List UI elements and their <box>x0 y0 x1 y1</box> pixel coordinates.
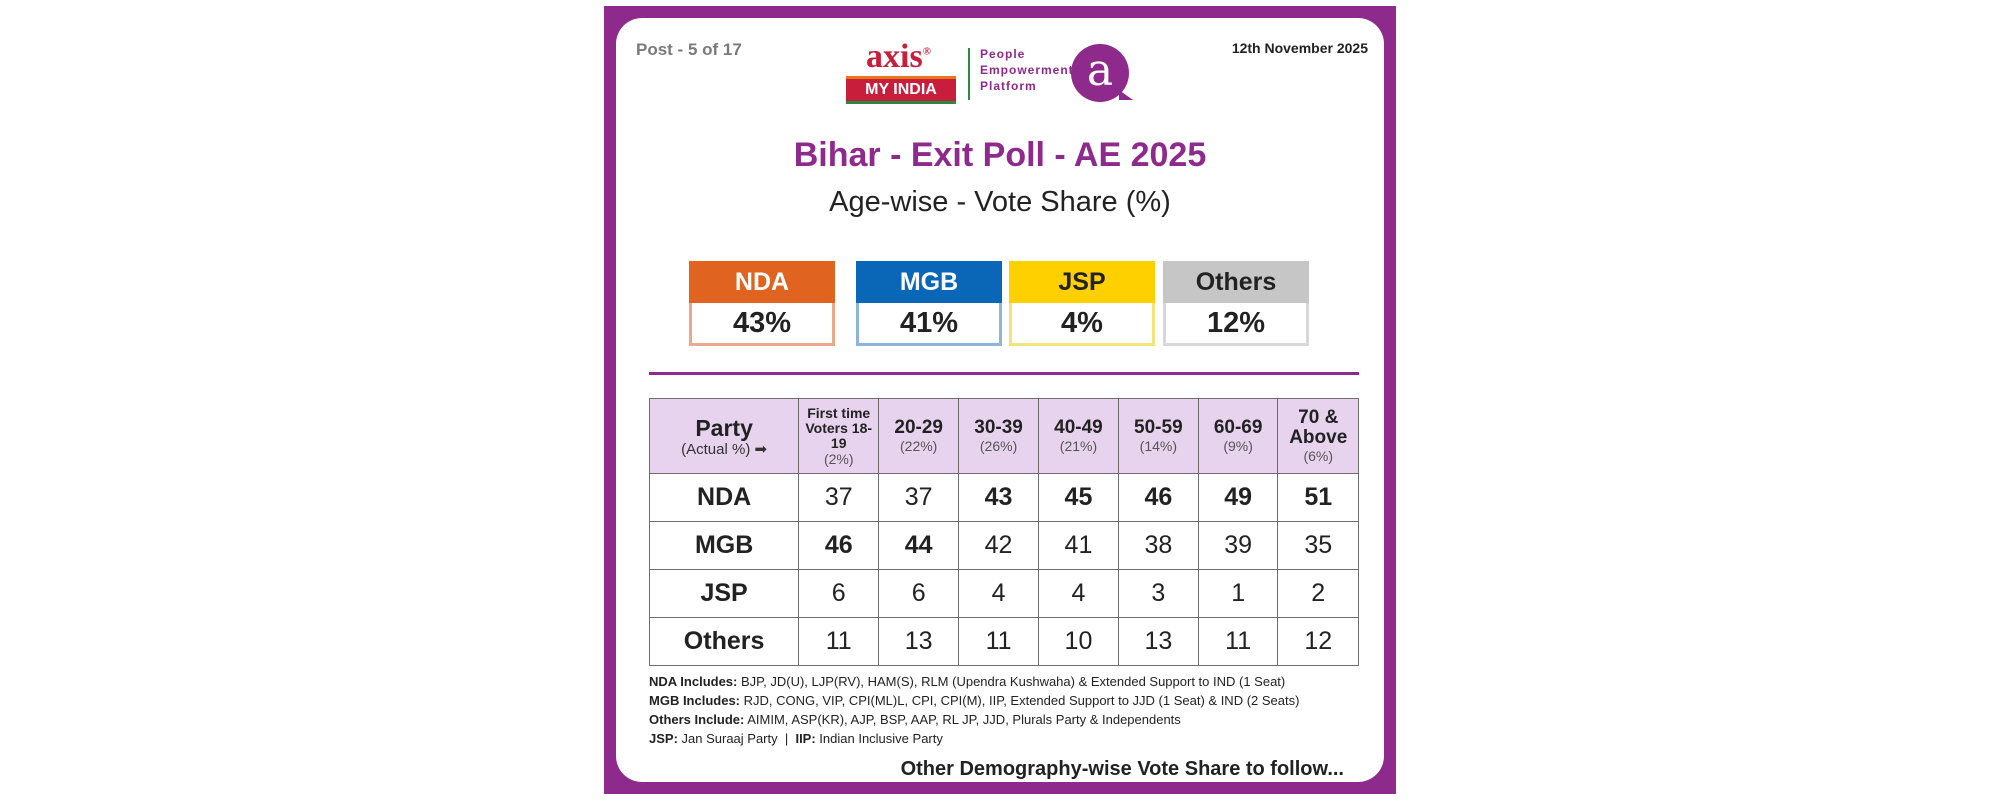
column-header: 50-59 (14%) <box>1117 398 1199 474</box>
column-header: 30-39 (26%) <box>958 398 1040 474</box>
table-cell: 3 <box>1117 569 1199 618</box>
page-title: Bihar - Exit Poll - AE 2025 <box>793 136 1207 174</box>
party-column-header: Party (Actual %) ➡ <box>648 398 800 474</box>
table-cell: 6 <box>878 569 960 618</box>
poster-card: Post - 5 of 17 12th November 2025 axis® … <box>616 18 1384 782</box>
table-cell: 11 <box>1197 617 1279 666</box>
summary-box-nda: NDA 43% <box>689 261 835 346</box>
table-cell: 10 <box>1038 617 1119 666</box>
footnote-mgb: MGB Includes: RJD, CONG, VIP, CPI(ML)L, … <box>649 693 1300 708</box>
table-row: NDA 37 37 43 45 46 49 51 <box>648 473 1359 522</box>
table-cell: 44 <box>878 521 960 570</box>
column-header: 70 & Above (6%) <box>1277 398 1359 474</box>
table-cell: 4 <box>958 569 1040 618</box>
table-cell: 37 <box>878 473 960 522</box>
table-cell: 49 <box>1197 473 1279 522</box>
table-cell: 11 <box>958 617 1040 666</box>
summary-share: 43% <box>689 303 835 346</box>
follow-up-note: Other Demography-wise Vote Share to foll… <box>900 758 1344 780</box>
age-vote-share-table: Party (Actual %) ➡ First time Voters 18-… <box>648 398 1359 666</box>
summary-party: NDA <box>689 261 835 303</box>
table-cell: 6 <box>798 569 880 618</box>
row-party-label: MGB <box>648 521 800 570</box>
table-cell: 13 <box>878 617 960 666</box>
footnotes: NDA Includes: BJP, JD(U), LJP(RV), HAM(S… <box>649 672 1299 748</box>
summary-box-mgb: MGB 41% <box>856 261 1002 346</box>
table-header-row: Party (Actual %) ➡ First time Voters 18-… <box>648 398 1359 474</box>
table-cell: 41 <box>1038 521 1119 570</box>
summary-party: MGB <box>856 261 1002 303</box>
summary-box-jsp: JSP 4% <box>1009 261 1155 346</box>
table-cell: 4 <box>1038 569 1119 618</box>
column-header: 40-49 (21%) <box>1038 398 1119 474</box>
summary-party: Others <box>1163 261 1309 303</box>
table-row: JSP 6 6 4 4 3 1 2 <box>648 569 1359 618</box>
table-cell: 1 <box>1197 569 1279 618</box>
summary-party: JSP <box>1009 261 1155 303</box>
footnote-abbreviations: JSP: Jan Suraaj Party | IIP: Indian Incl… <box>649 731 943 746</box>
row-party-label: Others <box>648 617 800 666</box>
summary-share: 12% <box>1163 303 1309 346</box>
summary-share: 4% <box>1009 303 1155 346</box>
post-counter: Post - 5 of 17 <box>636 40 742 59</box>
table-row: Others 11 13 11 10 13 11 12 <box>648 617 1359 666</box>
footnote-others: Others Include: AIMIM, ASP(KR), AJP, BSP… <box>649 712 1181 727</box>
table-cell: 45 <box>1038 473 1119 522</box>
footnote-nda: NDA Includes: BJP, JD(U), LJP(RV), HAM(S… <box>649 674 1286 689</box>
summary-box-others: Others 12% <box>1163 261 1309 346</box>
table-cell: 12 <box>1277 617 1359 666</box>
logo-tagline: People Empowerment Platform <box>980 47 1074 93</box>
column-header: 20-29 (22%) <box>878 398 960 474</box>
table-cell: 38 <box>1117 521 1199 570</box>
table-cell: 46 <box>1117 473 1199 522</box>
column-header: First time Voters 18-19 (2%) <box>798 398 880 474</box>
logo-wordmark: axis® <box>866 38 931 75</box>
post-date: 12th November 2025 <box>1231 40 1368 56</box>
table-cell: 43 <box>958 473 1040 522</box>
poster-frame: Post - 5 of 17 12th November 2025 axis® … <box>604 6 1396 794</box>
table-cell: 35 <box>1277 521 1359 570</box>
row-party-label: NDA <box>648 473 800 522</box>
table-cell: 11 <box>798 617 880 666</box>
summary-share: 41% <box>856 303 1002 346</box>
table-cell: 39 <box>1197 521 1279 570</box>
speech-bubble-icon: a <box>1071 44 1133 102</box>
row-party-label: JSP <box>648 569 800 618</box>
table-cell: 46 <box>798 521 880 570</box>
table-cell: 42 <box>958 521 1040 570</box>
logo-myindia-band: MY INDIA <box>846 76 956 104</box>
table-cell: 37 <box>798 473 880 522</box>
column-header: 60-69 (9%) <box>1197 398 1279 474</box>
page-subtitle: Age-wise - Vote Share (%) <box>829 186 1171 218</box>
table-row: MGB 46 44 42 41 38 39 35 <box>648 521 1359 570</box>
table-cell: 51 <box>1277 473 1359 522</box>
table-cell: 13 <box>1117 617 1199 666</box>
logo-divider <box>968 48 970 100</box>
table-cell: 2 <box>1277 569 1359 618</box>
brand-logo: axis® MY INDIA People Empowerment Platfo… <box>846 38 1136 108</box>
section-divider <box>649 372 1359 375</box>
